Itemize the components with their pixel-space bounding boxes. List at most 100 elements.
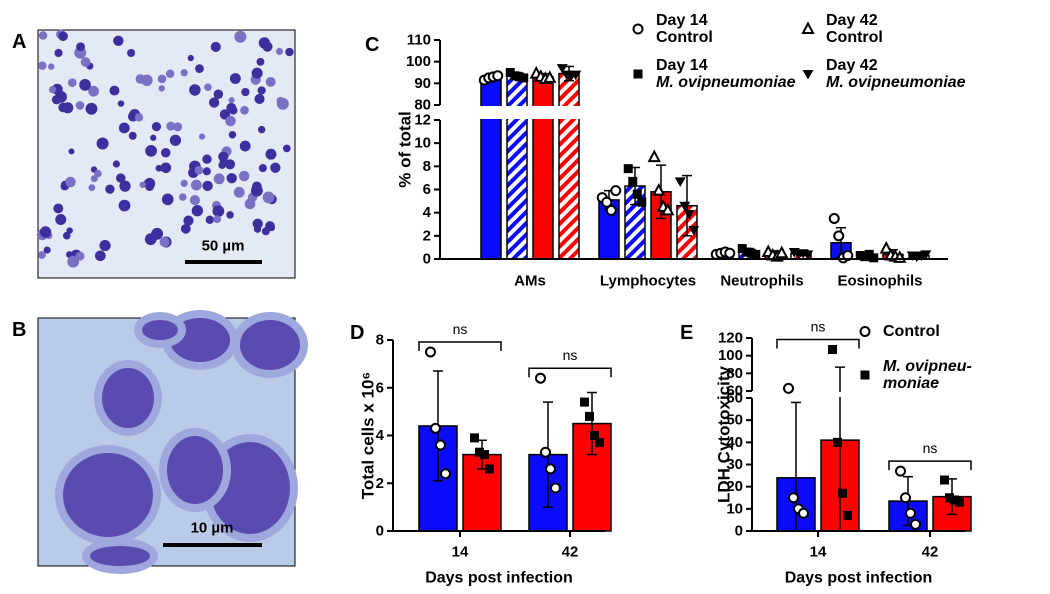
legend-label: Day 42 M. ovipneumoniae (826, 57, 966, 91)
cell (178, 193, 187, 201)
cell (218, 161, 226, 169)
point (440, 468, 451, 480)
cell (79, 79, 91, 91)
y-tick-label: 12 (414, 112, 431, 129)
point (610, 185, 622, 197)
point (775, 245, 789, 259)
cell (165, 69, 175, 78)
cell (55, 91, 67, 103)
cell (80, 57, 91, 67)
legend-label: Day 14 Control (656, 12, 713, 46)
legend-label: Day 42 Control (826, 12, 883, 46)
point (605, 204, 617, 216)
legend-label: Day 14 M. ovipneumoniae (656, 57, 796, 91)
point (838, 488, 847, 498)
cell (76, 42, 85, 52)
point (647, 149, 661, 163)
cell (265, 148, 277, 160)
x-tick-label: Lymphocytes (600, 273, 696, 290)
point (683, 209, 695, 220)
y-tick-label: 0 (376, 523, 384, 540)
point (485, 464, 494, 474)
point (688, 226, 700, 236)
cell (54, 48, 63, 58)
significance-bracket (888, 460, 972, 471)
cell (234, 30, 247, 43)
cell (256, 57, 265, 66)
y-tick-label: 4 (376, 427, 385, 444)
cell (94, 250, 106, 262)
point (833, 437, 842, 447)
cell (218, 151, 229, 162)
cell (166, 121, 176, 131)
cell (282, 144, 291, 153)
cell (90, 546, 150, 566)
cell (67, 255, 80, 268)
point (955, 497, 964, 507)
point (480, 450, 489, 460)
cell (240, 105, 249, 115)
cell (225, 115, 236, 127)
cell (155, 164, 163, 172)
y-tick-label: 0 (735, 523, 743, 540)
cell (118, 199, 131, 212)
significance-label: ns (453, 321, 468, 337)
cell (113, 35, 124, 47)
point (674, 177, 686, 187)
cell (39, 226, 52, 238)
cell (210, 41, 221, 52)
cell (205, 215, 214, 225)
cell (239, 140, 251, 152)
cell (105, 184, 115, 194)
cell (189, 84, 201, 96)
cell (228, 130, 237, 139)
cell (127, 48, 136, 58)
scale-label: 10 µm (191, 520, 234, 537)
point (637, 197, 647, 207)
x-tick-label: Eosinophils (837, 273, 922, 290)
point (802, 250, 814, 260)
x-tick-label: 14 (810, 544, 827, 561)
cell (160, 162, 172, 174)
x-axis-label: Days post infection (785, 570, 933, 587)
point (783, 382, 794, 394)
point (556, 64, 568, 74)
cell (226, 102, 237, 113)
point (905, 507, 916, 519)
cell (261, 227, 270, 236)
point (900, 492, 911, 504)
cell (117, 100, 125, 107)
cell (169, 134, 182, 146)
cell (38, 251, 46, 259)
point (842, 250, 854, 262)
cell (151, 122, 162, 132)
cell (53, 203, 64, 214)
point (910, 518, 921, 530)
cell (202, 180, 213, 192)
point (545, 463, 556, 475)
point (895, 465, 906, 477)
cell (118, 122, 130, 134)
legend-marker (860, 370, 870, 380)
cell (112, 160, 121, 168)
cell (43, 246, 51, 254)
bar (480, 77, 502, 260)
y-tick-label: 4 (423, 204, 432, 221)
cell (161, 148, 171, 158)
cell (49, 86, 57, 94)
y-tick-label: 80 (726, 365, 743, 382)
y-axis-label: % of total (396, 111, 415, 188)
point (828, 212, 840, 224)
cell (226, 173, 237, 184)
cell (209, 97, 220, 108)
point (430, 422, 441, 434)
legend-marker (802, 70, 814, 80)
point (628, 176, 638, 186)
x-tick-label: 42 (562, 544, 579, 561)
point (570, 70, 582, 81)
y-tick-label: 0 (423, 251, 431, 268)
y-tick-label: 30 (726, 456, 743, 473)
point (879, 240, 893, 254)
y-tick-label: 10 (414, 135, 431, 152)
